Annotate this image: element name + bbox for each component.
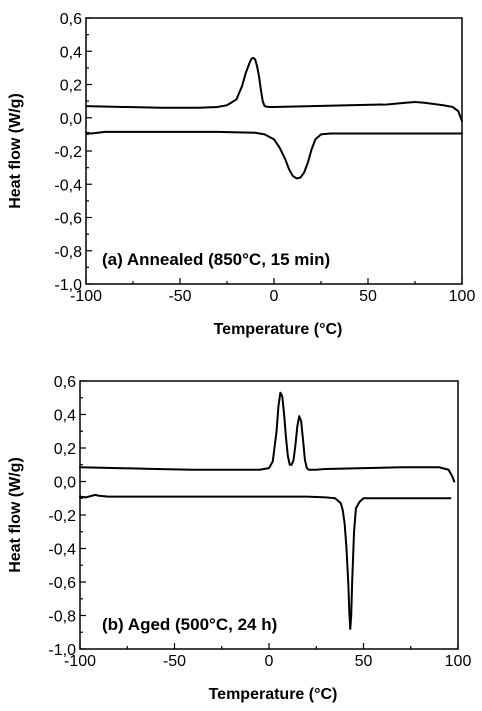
- heating-curve: [85, 56, 463, 123]
- y-tick-label: 0,2: [60, 78, 82, 95]
- x-axis-title: Temperature (°C): [214, 321, 343, 338]
- y-tick-label: -0,4: [54, 177, 82, 194]
- y-axis-title: Heat flow (W/g): [7, 93, 24, 209]
- y-tick-label: 0,4: [54, 408, 76, 425]
- plot-frame: [85, 17, 463, 285]
- cooling-curve: [79, 493, 452, 630]
- x-tick-label: 100: [445, 653, 472, 670]
- x-tick-label: -50: [168, 288, 191, 305]
- y-tick-label: -0,8: [54, 244, 82, 261]
- x-tick-label: 50: [359, 288, 377, 305]
- panel-label-annealed: (a) Annealed (850°C, 15 min): [102, 250, 330, 269]
- y-tick-label: -0,6: [48, 575, 76, 592]
- x-tick-label: -100: [70, 288, 102, 305]
- chart-panel-aged: -100 -50 0 50 100 0,6 0,4 0,2 0,0 -0,2 -0,4 -0,6 -0,…: [7, 374, 471, 703]
- x-tick-label: 100: [449, 288, 476, 305]
- x-tick-label: -50: [163, 653, 186, 670]
- panel-label-aged: (b) Aged (500°C, 24 h): [102, 615, 277, 634]
- y-tick-label: 0,4: [60, 44, 82, 61]
- y-tick-label: 0,0: [60, 111, 82, 128]
- y-tick-label: 0,0: [54, 475, 76, 492]
- y-tick-label: 0,6: [54, 374, 76, 391]
- x-tick-label: 0: [265, 653, 274, 670]
- y-tick-label: -0,2: [54, 144, 82, 161]
- y-tick-label: -1,0: [48, 642, 76, 659]
- plot-frame: [79, 380, 459, 650]
- chart-panel-annealed: -100 -50 0 50 100 0,6 0,4 0,2 0,0 -0,2 -0,4 -0,6 -0,…: [7, 11, 475, 338]
- x-tick-label: -100: [64, 653, 96, 670]
- y-tick-label: -0,4: [48, 542, 76, 559]
- y-tick-label: 0,2: [54, 441, 76, 458]
- y-tick-label: 0,6: [60, 11, 82, 28]
- y-axis-title: Heat flow (W/g): [7, 457, 24, 573]
- x-tick-label: 0: [270, 288, 279, 305]
- y-tick-label: -0,8: [48, 609, 76, 626]
- x-axis-title: Temperature (°C): [209, 686, 338, 703]
- x-tick-label: 50: [355, 653, 373, 670]
- y-tick-label: -0,6: [54, 211, 82, 228]
- heating-curve: [79, 391, 456, 483]
- y-tick-label: -0,2: [48, 508, 76, 525]
- cooling-curve: [85, 130, 463, 180]
- y-tick-label: -1,0: [54, 277, 82, 294]
